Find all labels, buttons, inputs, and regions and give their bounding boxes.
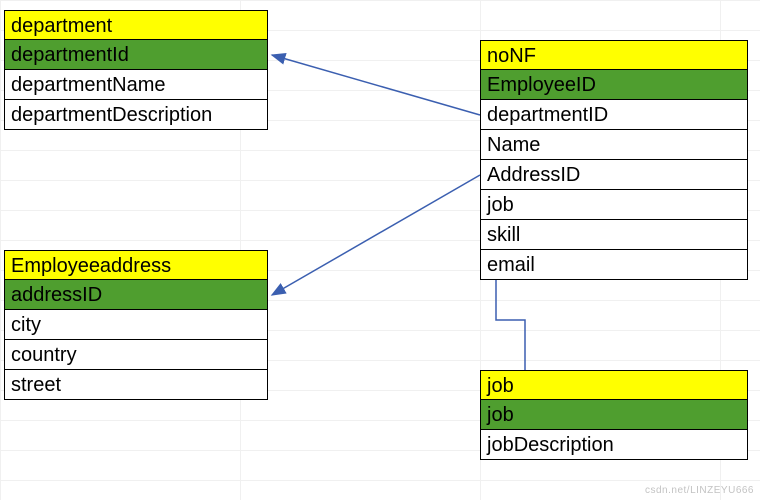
table-pk: job (480, 400, 748, 430)
table-field: street (4, 370, 268, 400)
table-header: noNF (480, 40, 748, 70)
table-pk: addressID (4, 280, 268, 310)
table-field: departmentID (480, 100, 748, 130)
table-field: email (480, 250, 748, 280)
table-field: country (4, 340, 268, 370)
table-department: departmentdepartmentIddepartmentNamedepa… (4, 10, 268, 130)
table-field: AddressID (480, 160, 748, 190)
table-nonf: noNFEmployeeIDdepartmentIDNameAddressIDj… (480, 40, 748, 280)
table-field: departmentName (4, 70, 268, 100)
table-field: departmentDescription (4, 100, 268, 130)
table-header: Employeeaddress (4, 250, 268, 280)
table-employeeaddress: EmployeeaddressaddressIDcitycountrystree… (4, 250, 268, 400)
table-job: jobjobjobDescription (480, 370, 748, 460)
table-header: department (4, 10, 268, 40)
table-pk: departmentId (4, 40, 268, 70)
table-field: city (4, 310, 268, 340)
table-pk: EmployeeID (480, 70, 748, 100)
watermark-text: csdn.net/LINZEYU666 (645, 485, 754, 496)
table-field: Name (480, 130, 748, 160)
table-field: job (480, 190, 748, 220)
table-field: jobDescription (480, 430, 748, 460)
table-header: job (480, 370, 748, 400)
table-field: skill (480, 220, 748, 250)
